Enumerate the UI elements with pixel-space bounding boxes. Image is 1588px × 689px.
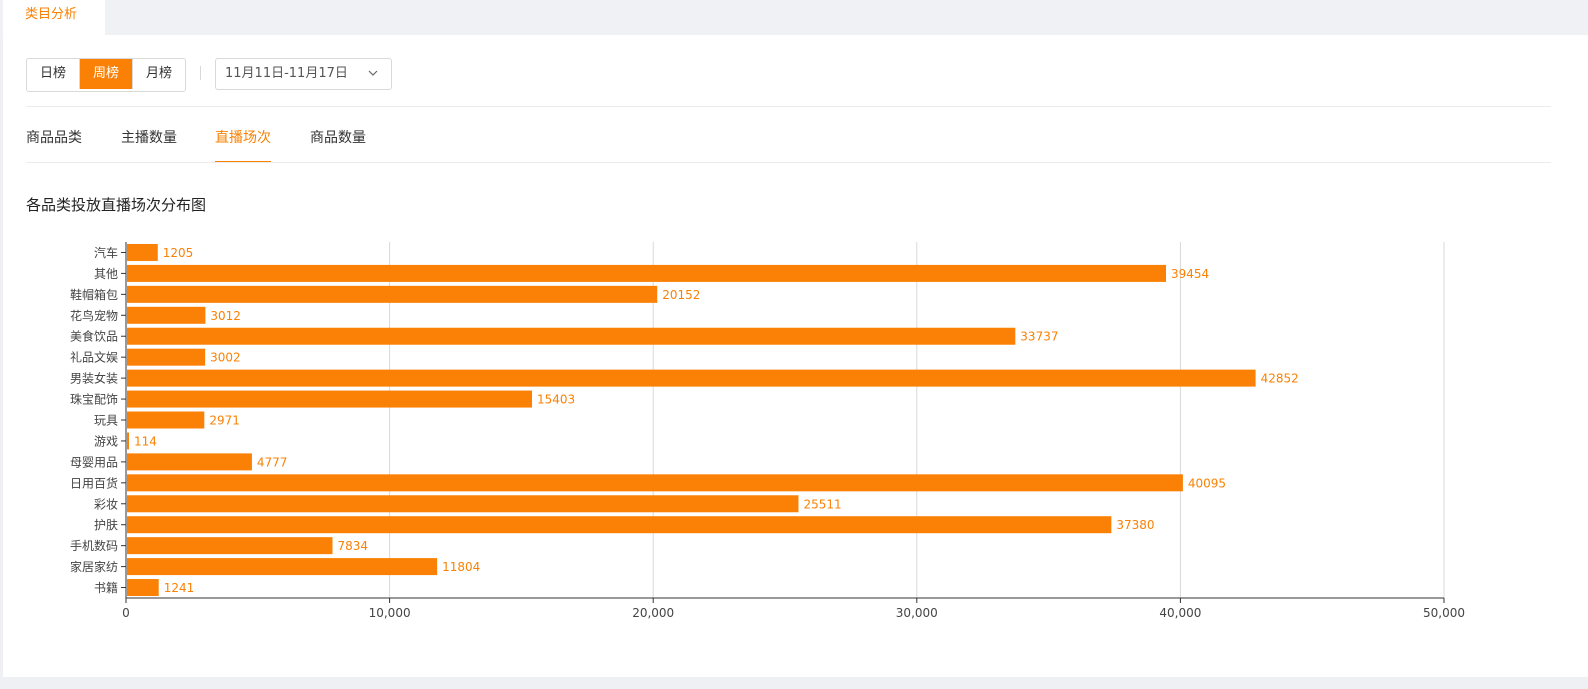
data-label: 2971 <box>209 414 240 428</box>
category-label: 护肤 <box>94 517 118 532</box>
x-tick-label: 40,000 <box>1159 606 1201 620</box>
bar <box>127 432 130 450</box>
data-label: 11804 <box>442 560 480 574</box>
category-label: 书籍 <box>94 580 118 595</box>
data-label: 20152 <box>662 288 700 302</box>
data-label: 3012 <box>210 309 241 323</box>
tab-product-category[interactable]: 商品品类 <box>26 130 82 146</box>
bar <box>127 348 206 366</box>
data-label: 4777 <box>257 455 288 469</box>
bar <box>127 369 1256 387</box>
toolbar-divider <box>200 66 201 80</box>
weekly-rank-button[interactable]: 周榜 <box>80 59 133 89</box>
category-label: 男装女装 <box>70 371 118 386</box>
category-label: 其他 <box>94 267 118 281</box>
tab-product-count[interactable]: 商品数量 <box>310 130 366 146</box>
bar <box>127 243 158 261</box>
category-label: 鞋帽箱包 <box>70 287 118 302</box>
bar <box>127 495 799 513</box>
bar <box>127 579 159 597</box>
bar <box>127 474 1183 492</box>
bar <box>127 516 1112 534</box>
data-label: 42852 <box>1261 372 1299 386</box>
x-tick-label: 50,000 <box>1423 606 1465 620</box>
tab-live-sessions[interactable]: 直播场次 <box>215 130 271 146</box>
x-tick-label: 0 <box>122 606 130 620</box>
category-label: 日用百货 <box>70 475 118 490</box>
data-label: 1205 <box>163 246 194 260</box>
date-range-value: 11月11日-11月17日 <box>225 66 348 81</box>
divider <box>26 106 1551 107</box>
data-label: 33737 <box>1020 330 1058 344</box>
main-panel: 日榜 周榜 月榜 11月11日-11月17日 商品品类 主播数量 直播场次 商品… <box>3 35 1588 677</box>
x-tick-label: 20,000 <box>632 606 674 620</box>
data-label: 15403 <box>537 393 575 407</box>
top-tab-bar: 类目分析 <box>0 0 1588 35</box>
data-label: 3002 <box>210 351 241 365</box>
bar <box>127 537 333 555</box>
category-label: 家居家纺 <box>70 559 118 574</box>
data-label: 40095 <box>1188 476 1226 490</box>
category-label: 母婴用品 <box>70 455 118 469</box>
tab-anchor-count[interactable]: 主播数量 <box>121 130 177 146</box>
bar-chart: 0 10,000 20,000 30,000 40,000 50,000 汽车 1205 其他 3… <box>70 242 1465 620</box>
chevron-down-icon <box>368 70 378 76</box>
daily-rank-button[interactable]: 日榜 <box>27 59 80 89</box>
category-label: 玩具 <box>94 414 118 428</box>
data-label: 114 <box>134 434 157 448</box>
category-label: 礼品文娱 <box>70 350 118 365</box>
data-label: 25511 <box>803 497 841 511</box>
bar <box>127 306 206 324</box>
bar <box>127 453 252 471</box>
data-label: 1241 <box>164 581 195 595</box>
bar <box>127 285 658 303</box>
category-label: 游戏 <box>94 434 118 448</box>
bar <box>127 390 533 408</box>
monthly-rank-button[interactable]: 月榜 <box>145 66 172 81</box>
category-label: 花鸟宠物 <box>70 308 118 323</box>
category-label: 美食饮品 <box>70 329 118 344</box>
divider <box>26 162 1551 163</box>
x-tick-label: 30,000 <box>896 606 938 620</box>
category-label: 汽车 <box>94 245 118 260</box>
category-label: 彩妆 <box>94 497 118 511</box>
tab-category-analysis[interactable]: 类目分析 <box>3 0 105 35</box>
data-label: 39454 <box>1171 267 1209 281</box>
chart-title: 各品类投放直播场次分布图 <box>26 196 207 214</box>
category-label: 珠宝配饰 <box>70 393 118 407</box>
bar <box>127 411 205 429</box>
bar <box>127 327 1016 345</box>
data-label: 7834 <box>338 539 369 553</box>
x-tick-label: 10,000 <box>369 606 411 620</box>
date-range-select[interactable]: 11月11日-11月17日 <box>215 58 392 90</box>
period-toggle: 日榜 周榜 月榜 <box>26 58 186 92</box>
bar <box>127 558 438 576</box>
category-label: 手机数码 <box>70 538 118 553</box>
bar <box>127 264 1167 282</box>
data-label: 37380 <box>1116 518 1154 532</box>
